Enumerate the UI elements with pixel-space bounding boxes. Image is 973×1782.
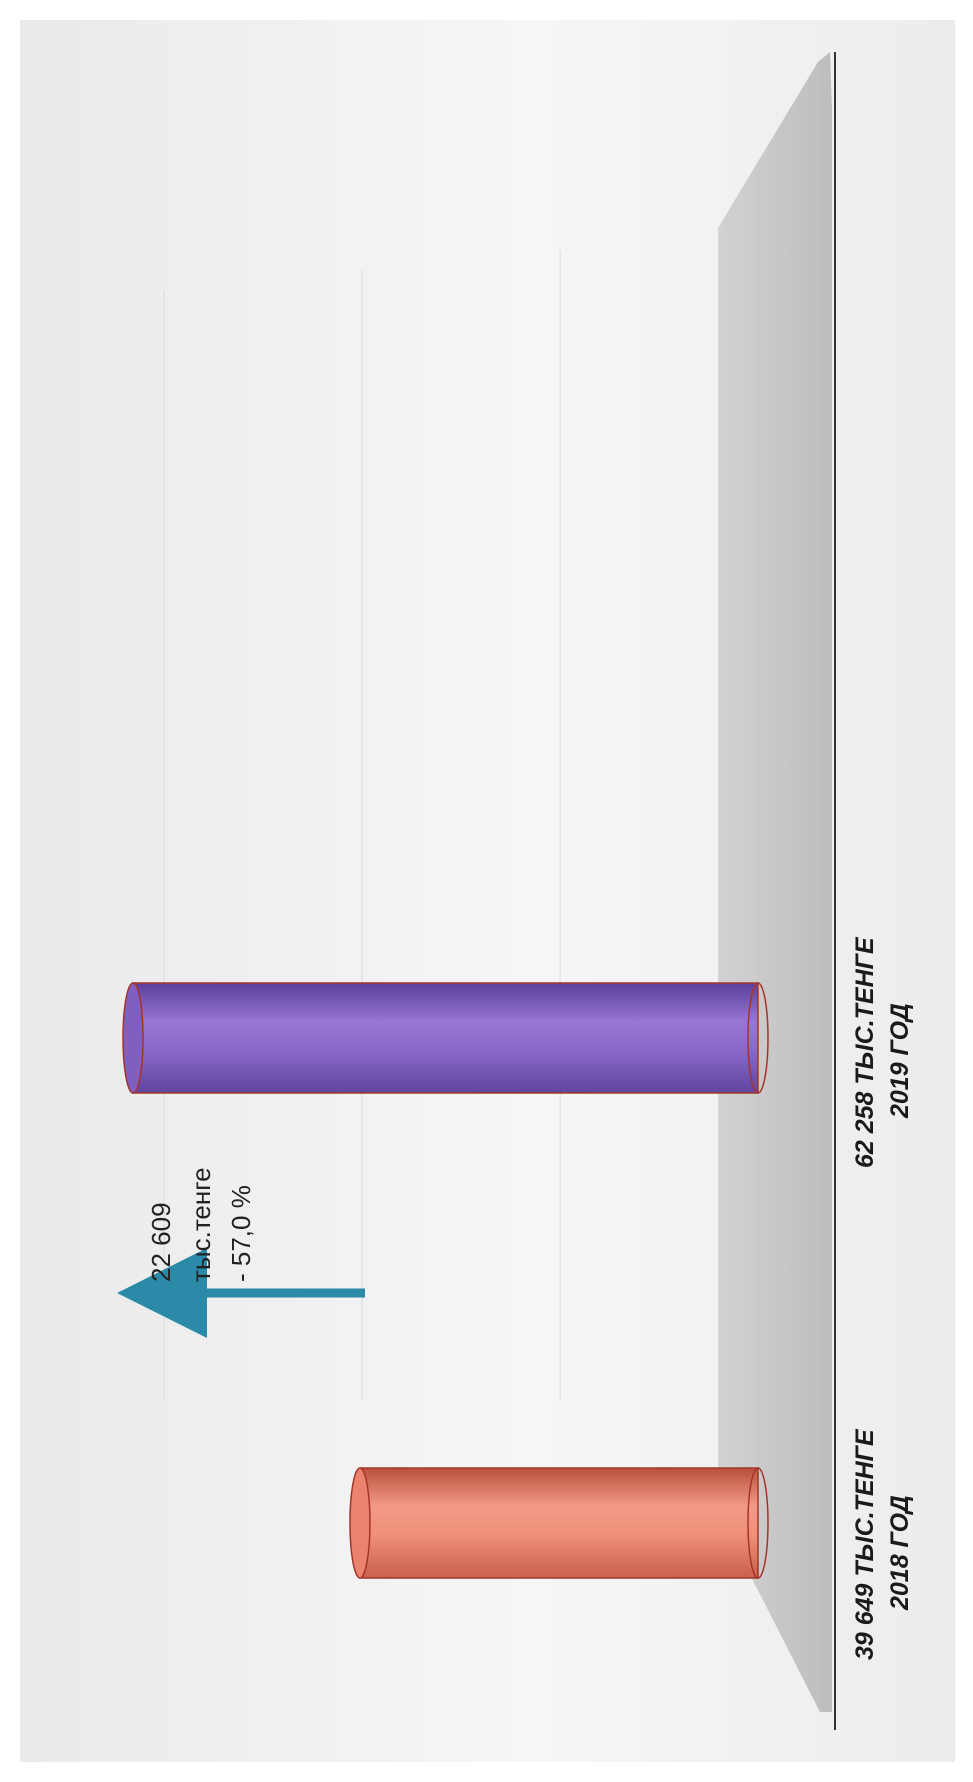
category-label-2018: 39 649 ТЫС.ТЕНГЕ 2018 ГОД xyxy=(851,1428,914,1660)
bar-2018 ГОД xyxy=(349,1467,769,1579)
category-value-label-2019: 62 258 ТЫС.ТЕНГЕ xyxy=(851,936,879,1168)
chart-floor xyxy=(718,52,832,1712)
bar-2019 ГОД xyxy=(122,982,769,1094)
annotation-difference: 22 609 xyxy=(146,1202,176,1282)
annotation-percent: - 57,0 % xyxy=(226,1185,256,1282)
category-name-label-2018: 2018 ГОД xyxy=(886,1495,914,1611)
annotation-unit: тыс.тенге xyxy=(186,1167,216,1282)
grid-lines xyxy=(163,250,561,1400)
bar-base xyxy=(747,982,769,1094)
bar-body xyxy=(132,982,759,1094)
bar-body xyxy=(359,1467,759,1579)
category-label-2019: 62 258 ТЫС.ТЕНГЕ 2019 ГОД xyxy=(851,936,914,1168)
bars xyxy=(122,982,769,1579)
bar-base xyxy=(747,1467,769,1579)
difference-annotation: 22 609 тыс.тенге - 57,0 % xyxy=(117,1167,365,1338)
bar-top-cap xyxy=(122,982,144,1094)
category-value-label-2018: 39 649 ТЫС.ТЕНГЕ xyxy=(851,1428,879,1660)
bar-top-cap xyxy=(349,1467,371,1579)
category-name-label-2019: 2019 ГОД xyxy=(886,1003,914,1119)
